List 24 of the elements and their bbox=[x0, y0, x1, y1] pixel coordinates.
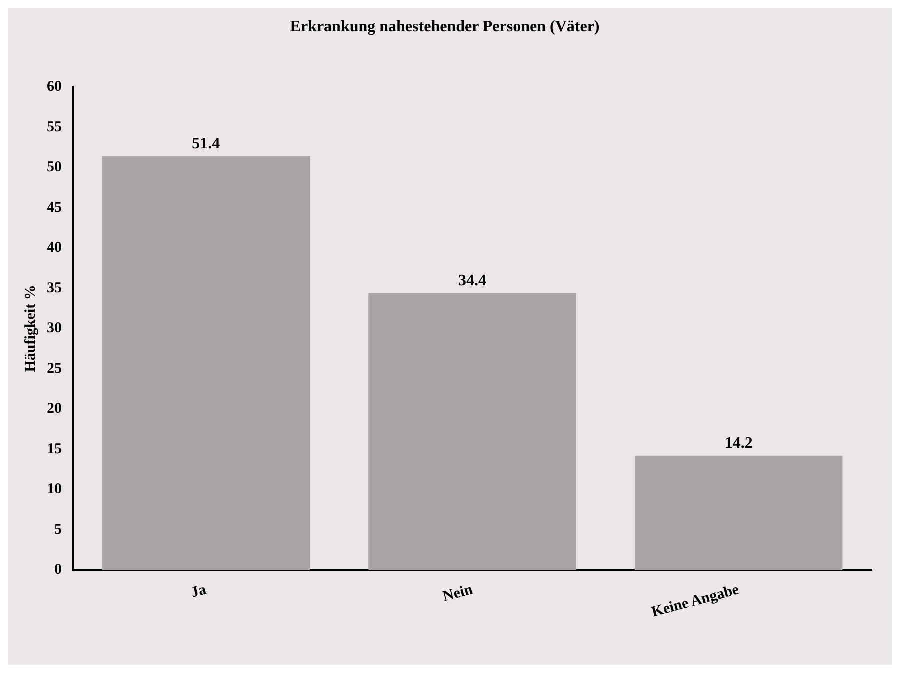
y-tick-label: 60 bbox=[47, 79, 62, 96]
y-tick-label: 10 bbox=[47, 482, 62, 498]
y-tick-label: 40 bbox=[47, 240, 62, 256]
y-tick-label: 15 bbox=[47, 441, 62, 458]
y-tick-label: 25 bbox=[47, 360, 62, 377]
y-tick-label: 5 bbox=[54, 522, 62, 538]
data-label: 14.2 bbox=[724, 435, 753, 452]
y-tick-label: 0 bbox=[54, 562, 62, 578]
y-tick-label: 30 bbox=[47, 320, 62, 337]
data-label: 34.4 bbox=[458, 272, 486, 290]
x-tick-label: Keine Angabe bbox=[650, 582, 742, 621]
bar bbox=[102, 156, 310, 570]
y-tick-label: 50 bbox=[47, 160, 62, 176]
y-axis-title: Häufigkeit % bbox=[22, 285, 39, 372]
x-tick-label: Ja bbox=[190, 582, 209, 602]
bar bbox=[634, 456, 843, 570]
y-tick-label: 55 bbox=[47, 119, 62, 136]
data-label: 51.4 bbox=[192, 136, 220, 153]
x-tick-label: Nein bbox=[441, 582, 476, 606]
y-tick-label: 20 bbox=[47, 401, 62, 418]
y-tick-label: 35 bbox=[47, 280, 62, 296]
chart-title: Erkrankung nahestehender Personen (Väter) bbox=[290, 18, 600, 36]
y-tick-label: 45 bbox=[47, 200, 62, 216]
bar bbox=[368, 293, 576, 570]
